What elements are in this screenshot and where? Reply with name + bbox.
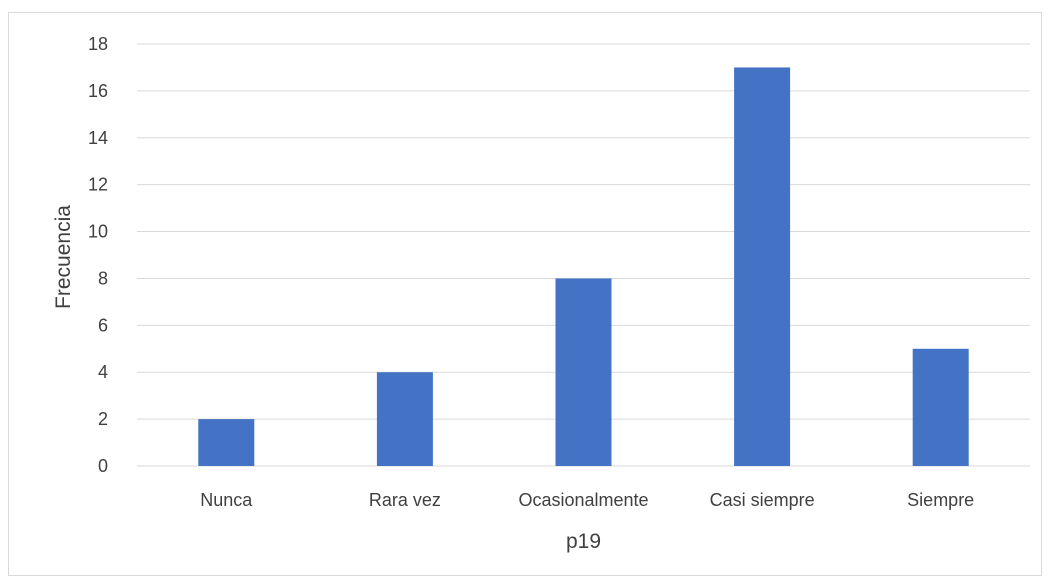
x-tick-label: Ocasionalmente	[518, 490, 648, 510]
y-tick-label: 0	[98, 456, 108, 476]
y-tick-labels: 0 2 4 6 8 10 12 14 16 18	[88, 34, 108, 476]
y-tick-label: 2	[98, 409, 108, 429]
y-tick-label: 10	[88, 222, 108, 242]
bar-rara-vez	[377, 372, 433, 466]
x-tick-label: Rara vez	[369, 490, 441, 510]
x-axis-title: p19	[566, 530, 601, 553]
y-tick-label: 16	[88, 81, 108, 101]
bar-siempre	[913, 349, 969, 466]
x-tick-labels: Nunca Rara vez Ocasionalmente Casi siempre S…	[200, 490, 974, 510]
x-tick-label: Nunca	[200, 490, 253, 510]
x-tick-label: Siempre	[907, 490, 974, 510]
y-tick-label: 8	[98, 268, 108, 288]
bar-ocasionalmente	[556, 278, 612, 466]
bar-nunca	[198, 419, 254, 466]
y-tick-label: 12	[88, 175, 108, 195]
bar-casi-siempre	[734, 67, 790, 466]
y-tick-label: 14	[88, 128, 108, 148]
y-tick-label: 6	[98, 315, 108, 335]
bars	[198, 67, 968, 466]
y-axis-title: Frecuencia	[52, 205, 75, 309]
x-tick-label: Casi siempre	[710, 490, 815, 510]
y-tick-label: 18	[88, 34, 108, 54]
y-tick-label: 4	[98, 362, 108, 382]
